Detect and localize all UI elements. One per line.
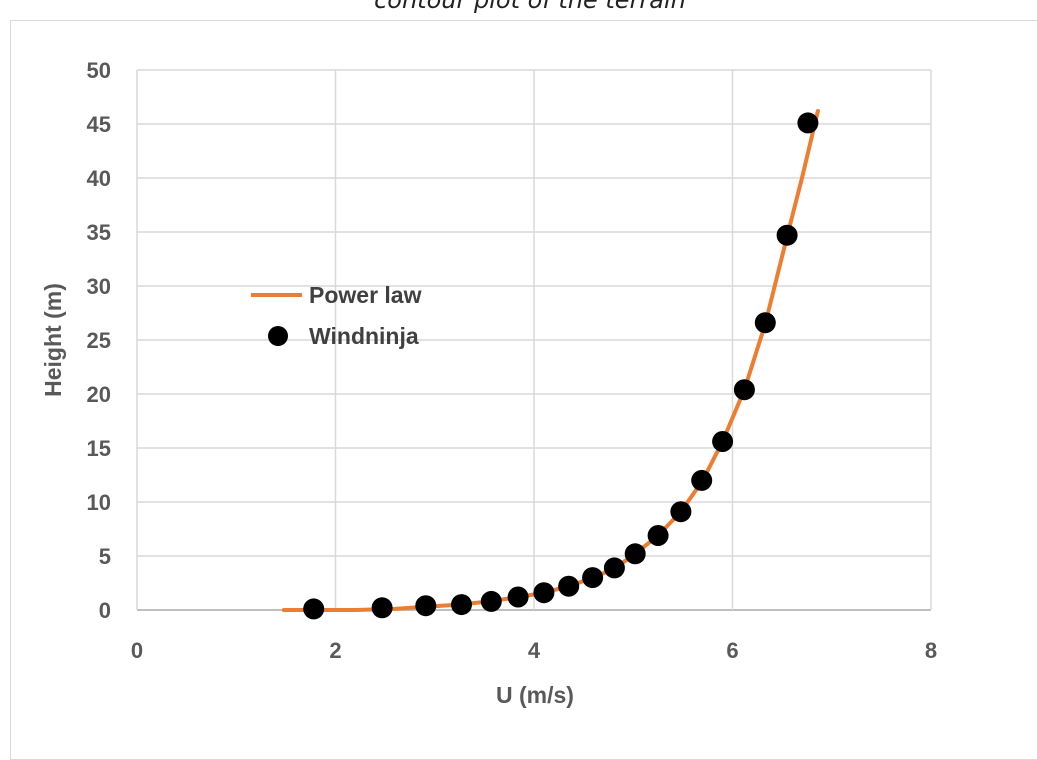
windninja-point bbox=[371, 597, 393, 619]
windninja-point bbox=[415, 595, 437, 617]
windninja-point bbox=[507, 586, 529, 608]
y-tick-label: 15 bbox=[87, 436, 111, 461]
windninja-point bbox=[754, 312, 776, 334]
windninja-point bbox=[303, 598, 325, 620]
y-tick-label: 25 bbox=[87, 328, 111, 353]
figure-caption-fragment: contour plot of the terrain bbox=[374, 0, 686, 14]
plot-series bbox=[281, 109, 820, 620]
series-line-power-law bbox=[281, 109, 820, 612]
legend-swatch-windninja bbox=[268, 326, 288, 346]
windninja-point bbox=[533, 582, 555, 604]
windninja-point bbox=[558, 575, 580, 597]
windninja-point bbox=[624, 543, 646, 565]
y-axis-label: Height (m) bbox=[40, 283, 66, 397]
windninja-point bbox=[670, 501, 692, 523]
y-tick-label: 30 bbox=[87, 274, 111, 299]
y-tick-label: 40 bbox=[87, 166, 111, 191]
windninja-point bbox=[480, 590, 502, 612]
x-tick-label: 6 bbox=[726, 638, 738, 663]
y-tick-label: 20 bbox=[87, 382, 111, 407]
y-tick-label: 35 bbox=[87, 220, 111, 245]
x-tick-labels: 0 2 4 6 8 bbox=[131, 638, 937, 663]
x-axis-label: U (m/s) bbox=[496, 682, 574, 708]
windninja-point bbox=[797, 112, 819, 134]
y-tick-label: 5 bbox=[99, 544, 111, 569]
y-tick-label: 10 bbox=[87, 490, 111, 515]
windninja-point bbox=[647, 525, 669, 546]
windninja-point bbox=[582, 567, 604, 589]
y-tick-label: 0 bbox=[99, 598, 111, 623]
windninja-point bbox=[691, 469, 713, 491]
x-tick-label: 4 bbox=[528, 638, 541, 663]
legend-label-power-law: Power law bbox=[309, 282, 422, 308]
windninja-point bbox=[776, 224, 798, 246]
legend: Power law Windninja bbox=[251, 282, 422, 349]
legend-label-windninja: Windninja bbox=[309, 323, 419, 349]
x-tick-label: 8 bbox=[925, 638, 937, 663]
gridlines bbox=[136, 69, 932, 611]
y-tick-labels: 0 5 10 15 20 25 30 35 40 45 50 bbox=[87, 58, 111, 623]
windninja-point bbox=[712, 431, 734, 452]
windninja-point bbox=[733, 379, 755, 401]
x-tick-label: 2 bbox=[329, 638, 341, 663]
y-tick-label: 45 bbox=[87, 112, 111, 137]
windninja-point bbox=[451, 594, 472, 616]
windninja-point bbox=[603, 557, 625, 579]
x-tick-label: 0 bbox=[131, 638, 143, 663]
y-tick-label: 50 bbox=[87, 58, 111, 83]
